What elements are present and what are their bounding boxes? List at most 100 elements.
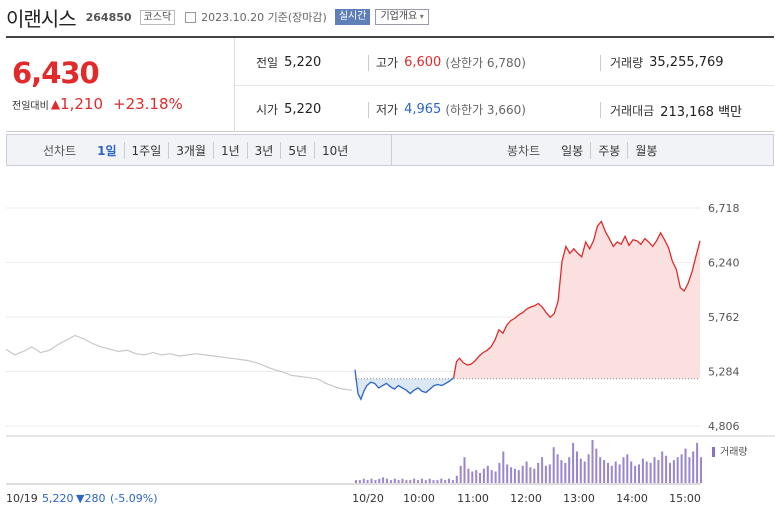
period-5y[interactable]: 5년 bbox=[280, 141, 314, 159]
change-label: 전일대비 bbox=[12, 100, 49, 112]
price-line-up bbox=[452, 220, 701, 378]
volume-bar bbox=[471, 471, 474, 483]
below-reference-area bbox=[355, 369, 454, 400]
volume-bar bbox=[498, 462, 501, 483]
volume-bar bbox=[490, 470, 493, 483]
volume-bar bbox=[548, 464, 551, 483]
volume-bar bbox=[463, 457, 466, 483]
y-tick-label: 4,806 bbox=[708, 420, 740, 433]
volume-bar bbox=[665, 455, 668, 483]
volume-bar bbox=[382, 477, 385, 483]
volume-bar bbox=[366, 480, 369, 483]
summary-divider bbox=[235, 85, 774, 86]
candle-options: 봉차트 일봉 주봉 월봉 bbox=[507, 141, 664, 159]
period-1w[interactable]: 1주일 bbox=[123, 141, 169, 159]
upper-limit: (상한가 6,780) bbox=[445, 56, 526, 70]
prev-close-label: 전일 bbox=[256, 56, 279, 70]
change-value: 1,210 bbox=[60, 95, 103, 113]
volume-bar bbox=[692, 451, 695, 483]
y-tick-label: 5,284 bbox=[708, 366, 740, 379]
change-row: 전일대비 ▲ 1,210 +23.18% bbox=[12, 95, 183, 113]
volume-bar bbox=[467, 468, 470, 483]
company-name: 이랜시스 bbox=[6, 6, 77, 31]
volume-bar bbox=[579, 458, 582, 483]
volume-bar bbox=[576, 451, 578, 483]
period-3y[interactable]: 3년 bbox=[246, 141, 281, 159]
volume-bar bbox=[521, 465, 524, 483]
x-tick-label: 14:00 bbox=[616, 492, 648, 505]
volume-bar bbox=[397, 480, 400, 483]
prev-close-cell: 전일 5,220 bbox=[256, 54, 321, 71]
volume-bar bbox=[591, 440, 594, 483]
volume-bar bbox=[634, 465, 637, 483]
volume-bar bbox=[541, 457, 544, 483]
separator bbox=[368, 55, 369, 71]
amount-value: 213,168 백만 bbox=[660, 105, 742, 120]
volume-bar bbox=[587, 454, 590, 483]
y-tick-label: 5,762 bbox=[708, 311, 740, 324]
company-info-label: 기업개요 bbox=[380, 11, 418, 22]
high-value: 6,600 bbox=[404, 55, 442, 70]
volume-bar bbox=[610, 465, 613, 483]
candle-daily[interactable]: 일봉 bbox=[561, 143, 584, 158]
separator bbox=[600, 102, 601, 118]
open-value: 5,220 bbox=[284, 102, 322, 117]
candle-monthly[interactable]: 월봉 bbox=[627, 141, 664, 159]
period-10y[interactable]: 10년 bbox=[314, 141, 355, 159]
volume-bar bbox=[494, 471, 497, 483]
volume-bar bbox=[564, 462, 567, 483]
separator bbox=[600, 55, 601, 71]
volume-bar bbox=[544, 465, 547, 483]
separator bbox=[368, 102, 369, 118]
period-1d[interactable]: 1일 bbox=[97, 143, 117, 158]
realtime-button[interactable]: 실시간 bbox=[334, 9, 371, 25]
volume-bar bbox=[614, 461, 617, 483]
calendar-icon bbox=[185, 11, 197, 23]
volume-bar bbox=[432, 480, 435, 483]
x-tick-label: 13:00 bbox=[563, 492, 595, 505]
volume-cell: 거래량 35,255,769 bbox=[610, 54, 724, 71]
x-tick-label: 15:00 bbox=[669, 492, 701, 505]
volume-bar bbox=[482, 468, 485, 483]
volume-label: 거래량 bbox=[720, 446, 748, 458]
volume-bar bbox=[622, 457, 625, 483]
volume-bar bbox=[486, 465, 489, 483]
volume-bar bbox=[401, 478, 404, 483]
volume-bar bbox=[506, 464, 509, 483]
candle-chart-label: 봉차트 bbox=[507, 143, 541, 158]
period-bar: 선차트 1일 1주일 3개월 1년 3년 5년 10년 봉차트 일봉 주봉 월봉 bbox=[6, 134, 774, 166]
low-value: 4,965 bbox=[404, 102, 442, 117]
line-chart-label: 선차트 bbox=[43, 143, 77, 158]
x-tick-label: 10/20 bbox=[352, 492, 384, 505]
volume-bar bbox=[525, 461, 528, 483]
volume-bar bbox=[510, 467, 513, 483]
company-info-button[interactable]: 기업개요 ▾ bbox=[375, 9, 429, 25]
volume-bar bbox=[599, 457, 602, 483]
lower-limit: (하한가 3,660) bbox=[445, 103, 526, 117]
period-3m[interactable]: 3개월 bbox=[168, 141, 213, 159]
volume-bar bbox=[405, 480, 408, 483]
volume-bar bbox=[409, 480, 412, 483]
current-price-box: 6,430 전일대비 ▲ 1,210 +23.18% bbox=[6, 38, 235, 132]
period-1y[interactable]: 1년 bbox=[212, 141, 247, 159]
above-reference-area bbox=[453, 221, 700, 379]
prev-close-value: 5,220 bbox=[284, 55, 322, 70]
volume-bar bbox=[696, 442, 699, 483]
volume-bar bbox=[676, 457, 679, 483]
intraday-chart[interactable]: 6,718 6,240 5,762 5,284 4,806 10/20 10:00 11:0… bbox=[0, 170, 775, 515]
change-percent: +23.18% bbox=[113, 95, 183, 113]
candle-weekly[interactable]: 주봉 bbox=[590, 141, 627, 159]
volume-bar bbox=[688, 457, 691, 483]
price-line-down bbox=[354, 369, 455, 401]
current-price: 6,430 bbox=[12, 56, 100, 90]
y-tick-label: 6,718 bbox=[708, 202, 740, 215]
volume-bar bbox=[533, 468, 536, 483]
volume-bar bbox=[513, 468, 516, 483]
date-label: 2023.10.20 기준(장마감) bbox=[201, 11, 327, 24]
y-tick-label: 6,240 bbox=[708, 257, 740, 270]
volume-bar bbox=[626, 454, 629, 483]
volume-bar bbox=[572, 442, 575, 483]
high-cell: 고가 6,600 (상한가 6,780) bbox=[376, 54, 526, 71]
volume-bar bbox=[428, 478, 431, 483]
volume-bar bbox=[386, 478, 388, 483]
